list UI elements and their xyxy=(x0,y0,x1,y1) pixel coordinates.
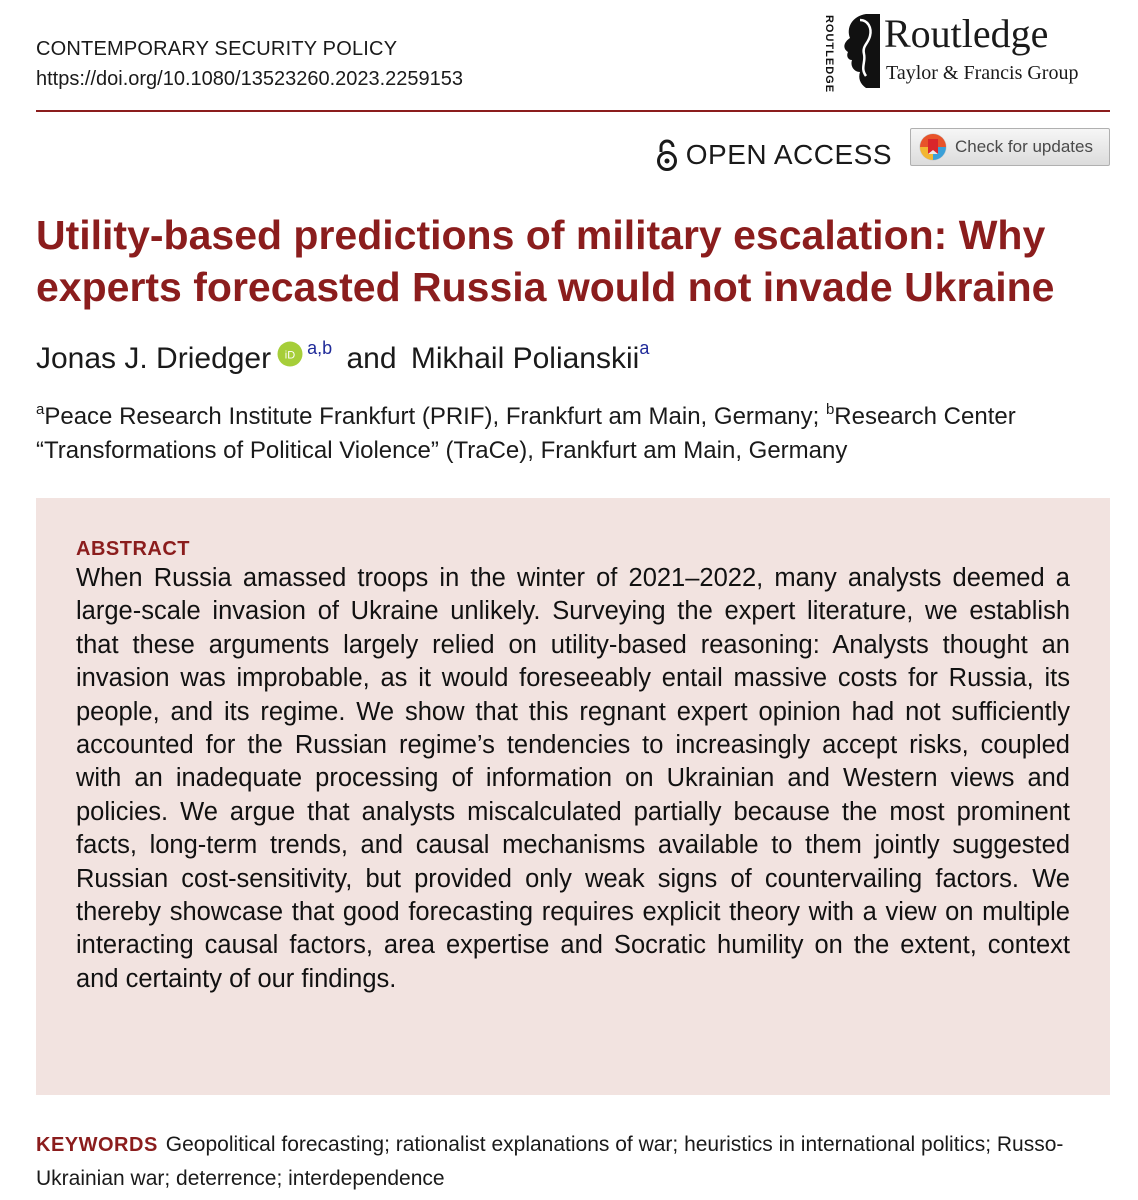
affiliation-text: Research Center “Transformations of Poli… xyxy=(36,403,1016,464)
author-affiliation-mark[interactable]: a,b xyxy=(307,338,333,358)
author-separator: and xyxy=(346,342,397,375)
publisher-name: Routledge xyxy=(884,11,1049,56)
keywords-label: KEYWORDS xyxy=(36,1134,158,1156)
publisher-vertical-text: ROUTLEDGE xyxy=(823,14,835,94)
crossmark-icon xyxy=(919,133,947,161)
article-title: Utility-based predictions of military es… xyxy=(36,212,1055,310)
affiliations: aPeace Research Institute Frankfurt (PRI… xyxy=(36,400,1116,468)
affiliation-mark: b xyxy=(825,401,835,418)
abstract-heading: ABSTRACT xyxy=(76,538,190,560)
routledge-logo-icon xyxy=(836,10,884,90)
author-name[interactable]: Jonas J. Driedger xyxy=(36,342,272,375)
doi-link[interactable]: https://doi.org/10.1080/13523260.2023.22… xyxy=(36,68,464,90)
svg-text:iD: iD xyxy=(285,350,295,362)
open-lock-icon xyxy=(656,138,678,172)
header-divider xyxy=(36,110,1110,112)
affiliation-mark: a xyxy=(36,401,45,418)
abstract-box: ABSTRACT When Russia amassed troops in t… xyxy=(36,498,1110,1095)
open-access-badge: OPEN ACCESS xyxy=(656,138,892,172)
check-for-updates-label: Check for updates xyxy=(955,137,1093,156)
abstract-text: When Russia amassed troops in the winter… xyxy=(76,564,1070,993)
keywords-section: KEYWORDS Geopolitical forecasting; ration… xyxy=(36,1128,1116,1196)
publisher-group: Taylor & Francis Group xyxy=(886,62,1079,84)
author-name[interactable]: Mikhail Polianskii xyxy=(410,342,640,375)
author-list: Jonas J. Driedger iD a,b and Mikhail Pol… xyxy=(36,336,649,376)
check-for-updates-button[interactable]: Check for updates xyxy=(910,128,1110,166)
orcid-icon[interactable]: iD xyxy=(277,336,303,370)
keywords-text: Geopolitical forecasting; rationalist ex… xyxy=(36,1133,1064,1190)
journal-name: CONTEMPORARY SECURITY POLICY xyxy=(36,38,398,60)
publisher-logo-block[interactable]: ROUTLEDGE Routledge Taylor & Francis Gro… xyxy=(820,8,1110,94)
open-access-label: OPEN ACCESS xyxy=(685,139,892,170)
affiliation-text: Peace Research Institute Frankfurt (PRIF… xyxy=(44,403,820,430)
author-affiliation-mark[interactable]: a xyxy=(639,338,650,358)
